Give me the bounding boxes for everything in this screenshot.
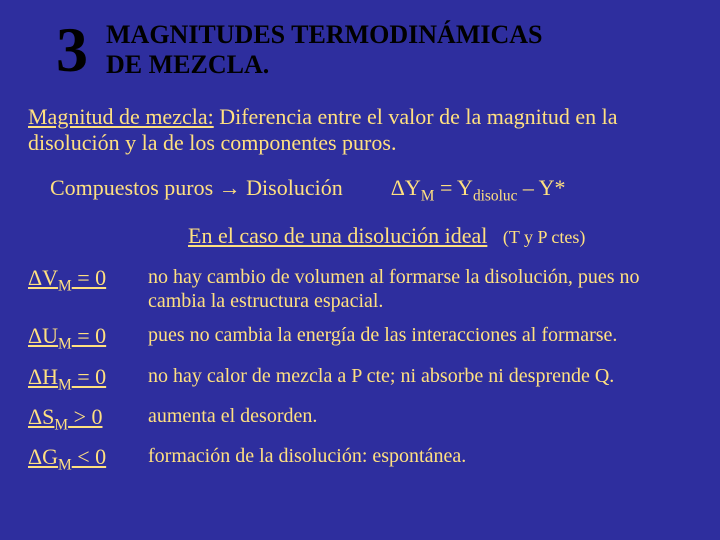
item-formula-h: ΔHM = 0 xyxy=(28,364,148,394)
delta-y-formula: ΔYM = Ydisoluc – Y* xyxy=(391,175,566,205)
formula-eq: = Y xyxy=(434,175,472,200)
item-desc-u: pues no cambia la energía de las interac… xyxy=(148,323,617,347)
title-line-1: MAGNITUDES TERMODINÁMICAS xyxy=(106,20,543,49)
ideal-case-text: En el caso de una disolución ideal xyxy=(188,223,487,248)
item-formula-v: ΔVM = 0 xyxy=(28,265,148,295)
formula-delta: ΔY xyxy=(391,175,421,200)
item-formula-s: ΔSM > 0 xyxy=(28,404,148,434)
item-desc-s: aumenta el desorden. xyxy=(148,404,317,428)
item-formula-g: ΔGM < 0 xyxy=(28,444,148,474)
item-row-g: ΔGM < 0 formación de la disolución: espo… xyxy=(28,444,692,474)
formula-sub2: disoluc xyxy=(473,187,517,204)
item-row-v: ΔVM = 0 no hay cambio de volumen al form… xyxy=(28,265,692,313)
item-row-h: ΔHM = 0 no hay calor de mezcla a P cte; … xyxy=(28,364,692,394)
item-row-u: ΔUM = 0 pues no cambia la energía de las… xyxy=(28,323,692,353)
slide-title: MAGNITUDES TERMODINÁMICAS DE MEZCLA. xyxy=(106,20,543,80)
ideal-case-note: (T y P ctes) xyxy=(503,227,586,247)
item-row-s: ΔSM > 0 aumenta el desorden. xyxy=(28,404,692,434)
formula-sub1: M xyxy=(421,187,435,204)
definition-paragraph: Magnitud de mezcla: Diferencia entre el … xyxy=(28,104,692,157)
reaction-row: Compuestos puros → Disolución ΔYM = Ydis… xyxy=(28,175,692,205)
chapter-number: 3 xyxy=(56,18,88,82)
definition-term: Magnitud de mezcla: xyxy=(28,104,214,129)
reaction-text: Compuestos puros → Disolución xyxy=(50,175,343,201)
slide-header: 3 MAGNITUDES TERMODINÁMICAS DE MEZCLA. xyxy=(28,18,692,82)
item-desc-v: no hay cambio de volumen al formarse la … xyxy=(148,265,692,313)
item-desc-h: no hay calor de mezcla a P cte; ni absor… xyxy=(148,364,614,388)
title-line-2: DE MEZCLA. xyxy=(106,50,269,79)
item-desc-g: formación de la disolución: espontánea. xyxy=(148,444,466,468)
item-formula-u: ΔUM = 0 xyxy=(28,323,148,353)
formula-tail: – Y* xyxy=(517,175,565,200)
ideal-case-row: En el caso de una disolución ideal (T y … xyxy=(28,223,692,249)
